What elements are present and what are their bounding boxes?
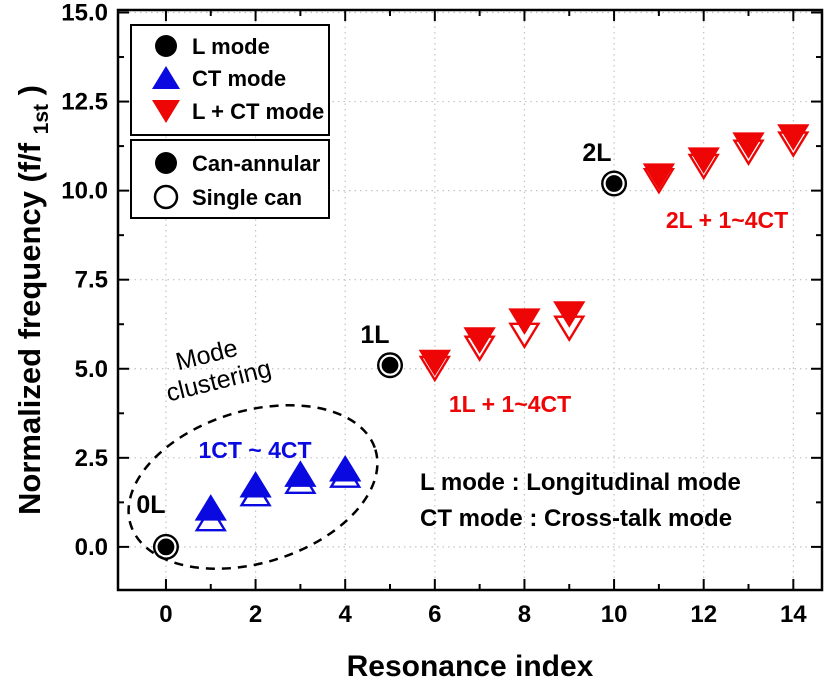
legend-single-can-label: Single can xyxy=(192,185,302,210)
y-axis-label-subscript: 1st xyxy=(30,104,53,134)
marker-triangle-down-filled xyxy=(642,163,676,190)
legend-can-type: Can-annular Single can xyxy=(130,139,330,219)
legend-single-can-icon xyxy=(153,184,179,210)
label-ct-cluster: 1CT ~ 4CT xyxy=(198,437,311,463)
label-2l-ct: 2L + 1~4CT xyxy=(666,207,788,233)
marker-triangle-down-filled xyxy=(508,308,541,335)
marker-l-mode-ring xyxy=(155,536,177,558)
marker-triangle-down-filled xyxy=(777,124,810,151)
marker-triangle-down-filled xyxy=(732,132,765,159)
legend-modes: L mode CT mode L + CT mode xyxy=(130,24,330,136)
x-tick-label: 2 xyxy=(249,601,262,628)
label-1l-ct: 1L + 1~4CT xyxy=(449,391,571,417)
marker-triangle-down-filled xyxy=(463,327,496,354)
x-tick-label: 12 xyxy=(690,601,717,628)
label-2L: 2L xyxy=(582,139,611,167)
marker-triangle-up-filled xyxy=(194,494,227,521)
marker-triangle-down-filled xyxy=(418,349,451,377)
y-axis-label-close: ) xyxy=(12,85,47,95)
legend-l-ct-mode-label: L + CT mode xyxy=(192,99,324,124)
legend-ct-mode-label: CT mode xyxy=(192,66,286,91)
y-axis-label: Normalized frequency (f/f 1st ) xyxy=(12,85,55,515)
label-0L: 0L xyxy=(136,491,165,519)
y-tick-label: 5.0 xyxy=(75,356,108,383)
marker-l-mode-ring xyxy=(603,172,625,195)
legend-l-mode-label: L mode xyxy=(192,34,270,59)
data-markers xyxy=(152,124,810,560)
y-tick-label: 10.0 xyxy=(61,178,108,205)
y-tick-label: 7.5 xyxy=(75,267,108,294)
y-axis-label-main: Normalized frequency (f/f xyxy=(12,142,47,515)
x-tick-label: 6 xyxy=(428,601,441,628)
y-tick-label: 15.0 xyxy=(61,0,108,26)
plot-frame xyxy=(116,8,824,592)
x-axis-label: Resonance index xyxy=(347,650,594,683)
x-tick-label: 8 xyxy=(518,601,531,628)
gridlines xyxy=(118,10,822,590)
marker-triangle-up-filled xyxy=(239,471,272,498)
legend-can-annular-icon xyxy=(155,152,177,174)
axis-ticks xyxy=(118,10,822,590)
marker-triangle-down-filled xyxy=(687,147,720,174)
tick-labels: 0 2 4 6 8 10 12 14 0.0 2.5 5.0 7.5 10.0 12.5 15.0 xyxy=(61,0,807,628)
x-tick-label: 14 xyxy=(780,601,807,628)
y-tick-label: 2.5 xyxy=(75,445,108,472)
x-tick-label: 4 xyxy=(339,601,353,628)
marker-triangle-up-filled xyxy=(284,460,317,487)
marker-triangle-up-filled xyxy=(329,454,362,482)
legend-l-mode-icon xyxy=(155,35,177,57)
marker-l-mode-ring xyxy=(379,354,401,376)
note-l-mode: L mode : Longitudinal mode xyxy=(420,469,741,496)
label-1L: 1L xyxy=(360,321,389,349)
svg-text:Mode clustering: Mode clustering xyxy=(157,327,274,407)
legend-can-annular-label: Can-annular xyxy=(192,151,321,176)
mode-clustering-label: Mode clustering xyxy=(157,327,274,408)
y-tick-label: 0.0 xyxy=(75,534,108,561)
marker-triangle-down-filled xyxy=(553,301,586,328)
note-ct-mode: CT mode : Cross-talk mode xyxy=(420,505,732,532)
y-tick-label: 12.5 xyxy=(61,89,108,116)
x-tick-label: 0 xyxy=(159,601,172,628)
x-tick-label: 10 xyxy=(601,601,628,628)
legend-l-ct-mode-icon xyxy=(152,100,180,123)
legend-ct-mode-icon xyxy=(152,66,180,89)
